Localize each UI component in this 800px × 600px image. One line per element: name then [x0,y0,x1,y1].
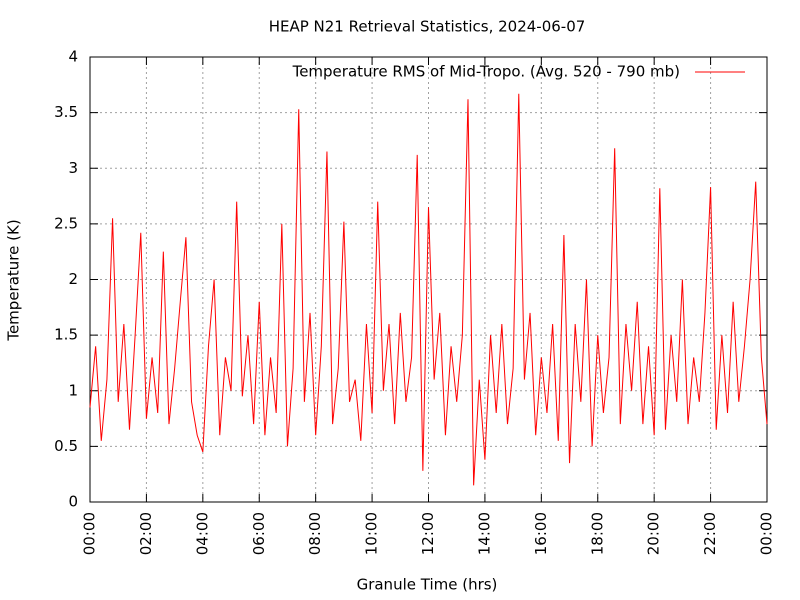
x-tick-label: 00:00 [81,512,99,555]
y-tick-label: 0 [68,493,78,511]
x-tick-label: 04:00 [193,512,211,555]
x-tick-label: 16:00 [532,512,550,555]
y-tick-label: 1 [68,381,78,399]
legend-label: Temperature RMS of Mid-Tropo. (Avg. 520 … [292,63,680,81]
x-tick-label: 00:00 [758,512,776,555]
x-tick-label: 02:00 [137,512,155,555]
chart-title: HEAP N21 Retrieval Statistics, 2024-06-0… [269,18,586,36]
y-tick-label: 2 [68,270,78,288]
x-axis-label: Granule Time (hrs) [357,576,498,594]
x-tick-label: 18:00 [588,512,606,555]
y-tick-label: 1.5 [54,326,78,344]
x-tick-label: 08:00 [306,512,324,555]
y-tick-label: 0.5 [54,437,78,455]
x-tick-label: 22:00 [701,512,719,555]
y-tick-label: 2.5 [54,214,78,232]
x-tick-label: 10:00 [363,512,381,555]
x-tick-label: 12:00 [419,512,437,555]
plot-frame [89,56,768,503]
x-tick-label: 14:00 [475,512,493,555]
y-axis-label: Temperature (K) [5,219,23,341]
x-tick-label: 20:00 [645,512,663,555]
y-tick-label: 3 [68,159,78,177]
data-line [89,93,768,486]
x-tick-label: 06:00 [250,512,268,555]
y-tick-label: 3.5 [54,103,78,121]
y-tick-label: 4 [68,48,78,66]
